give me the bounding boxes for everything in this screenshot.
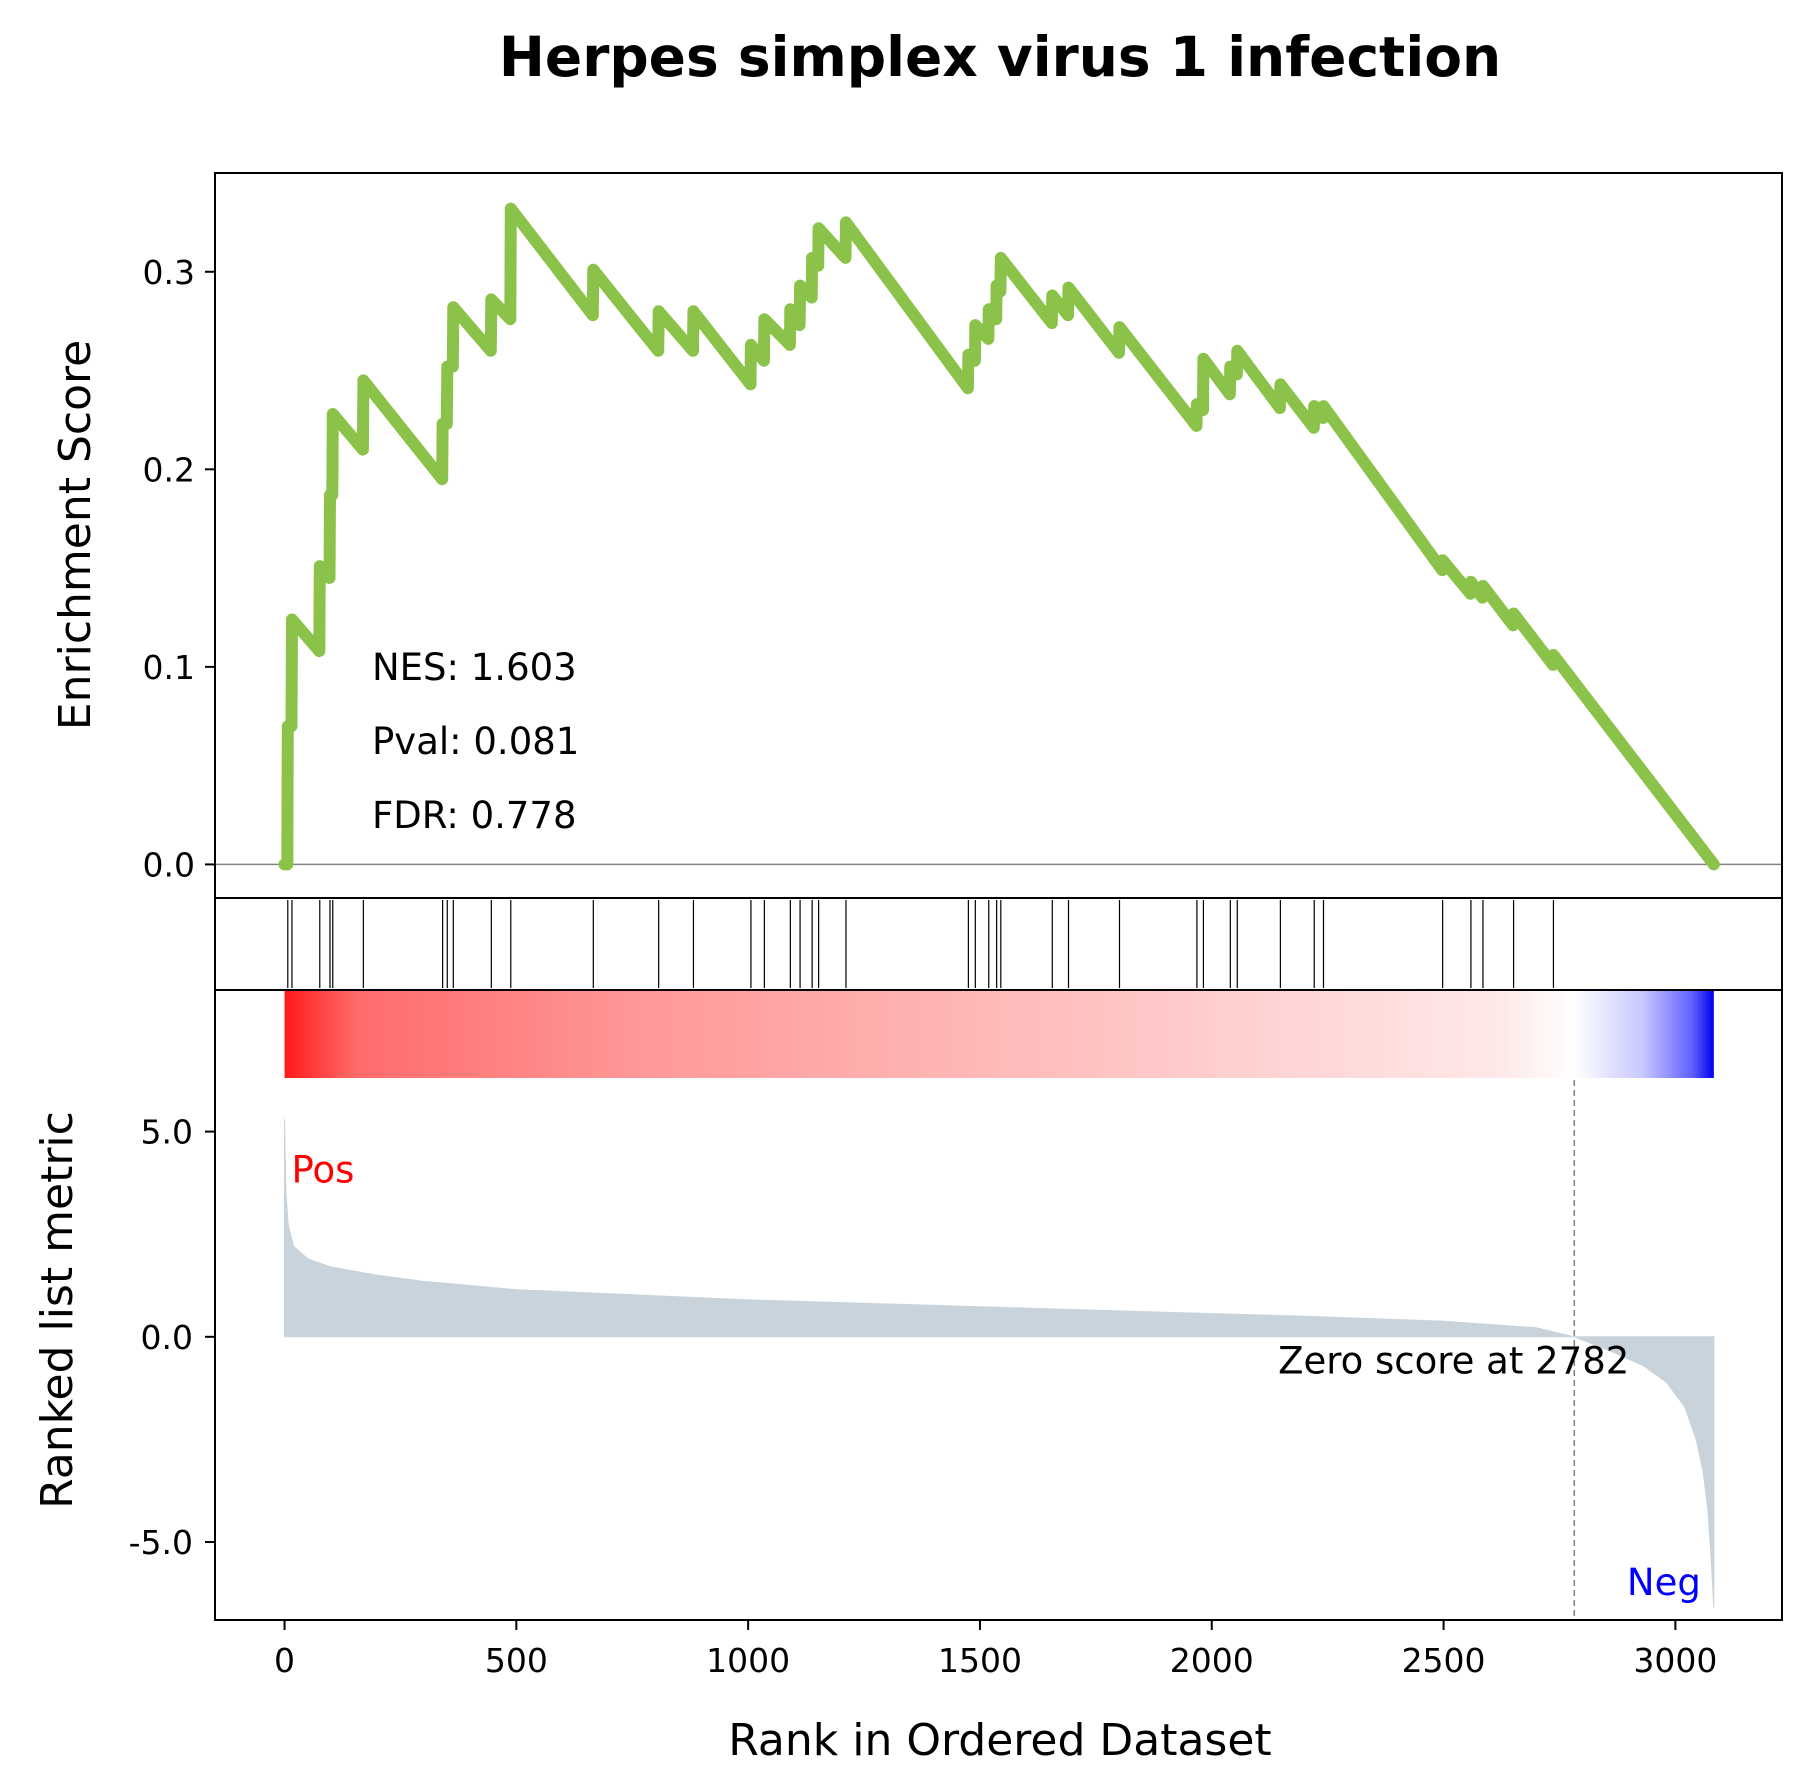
enrichment-score-panel: NES: 1.603 Pval: 0.081 FDR: 0.778 0.0 0.1 0.… xyxy=(50,172,1783,899)
rank-color-bar xyxy=(284,990,1714,1078)
zero-score-label: Zero score at 2782 xyxy=(1278,1339,1629,1382)
x-axis: 0 500 1000 1500 2000 2500 3000 xyxy=(274,1620,1717,1680)
ranked-metric-area xyxy=(284,1119,1715,1608)
rank-ytick-label: 5.0 xyxy=(141,1113,193,1152)
stat-pval: Pval: 0.081 xyxy=(372,720,579,763)
rank-ytick-label: 0.0 xyxy=(141,1318,193,1357)
pos-label: Pos xyxy=(291,1149,354,1192)
x-tick-label: 2500 xyxy=(1402,1641,1486,1680)
chart-title: Herpes simplex virus 1 infection xyxy=(499,25,1501,89)
ranked-y-axis-label: Ranked list metric xyxy=(32,1111,83,1509)
x-axis-label: Rank in Ordered Dataset xyxy=(728,1715,1271,1766)
es-ytick-label: 0.1 xyxy=(143,648,195,687)
running-enrichment-score-line xyxy=(278,202,1720,871)
rank-ytick-label: -5.0 xyxy=(129,1523,193,1562)
x-tick-label: 1500 xyxy=(938,1641,1022,1680)
x-tick-label: 3000 xyxy=(1633,1641,1717,1680)
x-tick-label: 2000 xyxy=(1170,1641,1254,1680)
ranked-metric-panel: Zero score at 2782 Pos Neg 5.0 0.0 -5.0 Rank… xyxy=(32,989,1783,1621)
hits-plot-frame xyxy=(214,897,1783,991)
x-tick-label: 1000 xyxy=(706,1641,790,1680)
ranked-plot-frame xyxy=(214,989,1783,1621)
x-tick-label: 0 xyxy=(274,1641,295,1680)
x-tick-label: 500 xyxy=(485,1641,548,1680)
stat-fdr: FDR: 0.778 xyxy=(372,794,577,837)
es-ytick-label: 0.0 xyxy=(143,845,195,884)
es-ytick-label: 0.2 xyxy=(143,450,195,489)
es-ytick-label: 0.3 xyxy=(143,253,195,292)
enrichment-y-axis-label: Enrichment Score xyxy=(50,340,101,730)
stat-nes: NES: 1.603 xyxy=(372,646,577,689)
gene-hits-panel xyxy=(214,897,1783,991)
neg-label: Neg xyxy=(1627,1561,1701,1604)
